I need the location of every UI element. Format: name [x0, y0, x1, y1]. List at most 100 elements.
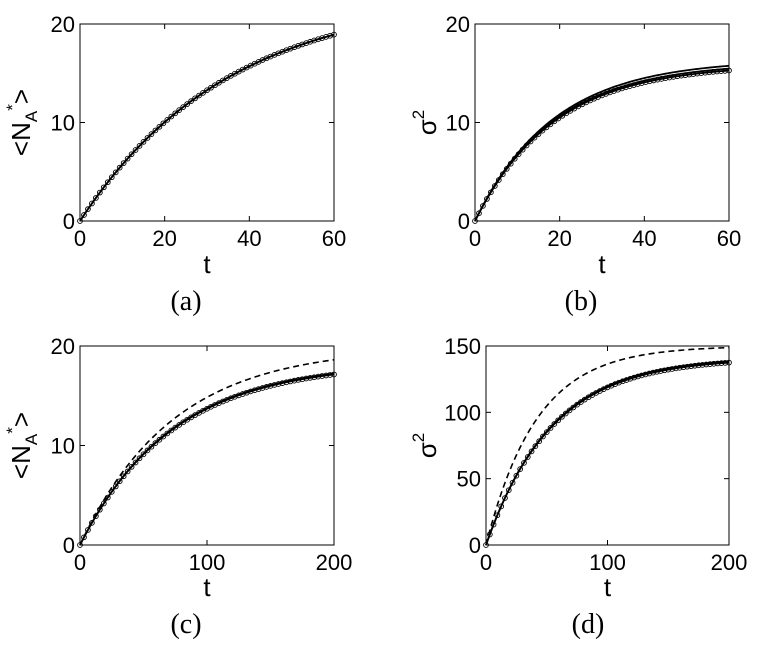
series-point: [521, 460, 527, 466]
series-point: [319, 373, 325, 379]
series-point: [176, 422, 183, 428]
series-point: [77, 542, 83, 548]
series-point: [140, 451, 147, 458]
series-point: [722, 67, 728, 74]
series-point: [192, 95, 198, 102]
series-point: [85, 206, 91, 213]
series-point: [691, 362, 698, 369]
series-point: [503, 165, 510, 172]
series-point: [480, 203, 486, 209]
x-tick-label: 20: [152, 226, 176, 251]
series-point: [120, 160, 127, 166]
series-point: [563, 110, 570, 117]
series-point: [267, 383, 274, 389]
series-point: [180, 419, 187, 426]
series-point: [96, 189, 103, 196]
series-point: [96, 506, 103, 513]
y-tick-label: 100: [444, 400, 481, 425]
x-tick-label: 60: [322, 226, 346, 251]
series-point: [180, 104, 187, 110]
x-tick-label: 40: [632, 226, 656, 251]
series-point: [100, 500, 107, 507]
y-tick-label: 0: [458, 209, 470, 234]
x-axis-label: t: [604, 572, 612, 602]
series-point: [81, 534, 87, 541]
series-point: [642, 79, 649, 85]
series-point: [327, 372, 333, 378]
series-point: [562, 410, 569, 417]
series-point: [108, 174, 115, 181]
y-label-base: <N: [6, 122, 36, 156]
series-point: [612, 381, 618, 387]
series-point: [547, 121, 554, 128]
series-point: [531, 134, 538, 141]
series-point: [714, 68, 720, 75]
x-tick-label: 40: [237, 226, 261, 251]
series-point: [488, 189, 494, 196]
series-point: [498, 503, 505, 510]
x-tick-label: 0: [480, 550, 492, 575]
y-tick-label: 20: [51, 12, 75, 37]
series-point: [618, 85, 625, 92]
y-axis-label: σ2: [409, 433, 442, 459]
series-point: [484, 196, 490, 202]
x-tick-label: 60: [717, 226, 741, 251]
series-point: [714, 360, 721, 367]
series-point: [650, 369, 656, 376]
series-point: [196, 92, 202, 99]
series-point: [511, 155, 518, 162]
series-point: [718, 360, 725, 366]
series-point: [188, 98, 194, 105]
y-tick-label: 50: [457, 467, 481, 492]
series-point: [540, 433, 546, 440]
x-tick-label: 20: [547, 226, 571, 251]
series-point: [311, 374, 318, 381]
series-point: [152, 440, 159, 447]
x-tick-label: 100: [189, 550, 226, 575]
y-tick-label: 10: [51, 434, 75, 459]
series-point: [279, 380, 286, 386]
series-point: [184, 101, 191, 107]
series-point: [184, 416, 191, 423]
series-point: [104, 494, 111, 501]
series-point: [315, 373, 321, 380]
x-axis-label: t: [203, 249, 211, 279]
y-label-subscript: A: [22, 433, 41, 445]
series-point: [535, 131, 542, 137]
series-point: [128, 151, 135, 158]
chart-panel-3: 0 100 200 0 50 100 150 t σ2 (d): [409, 334, 747, 640]
x-axis-label: t: [203, 572, 211, 602]
series-point: [251, 387, 258, 394]
series-point: [718, 68, 724, 75]
series-point: [680, 364, 687, 371]
series-point: [699, 362, 706, 368]
y-label-close: >: [6, 89, 36, 104]
series-point: [551, 421, 558, 427]
chart-panel-0: 0 20 40 60 0 10 20 t <NA*> (a): [3, 12, 346, 317]
series-point: [555, 115, 562, 122]
x-tick-label: 0: [74, 226, 86, 251]
series-point: [494, 512, 501, 519]
series-point: [108, 489, 115, 495]
series-point: [674, 73, 681, 80]
series-point: [631, 374, 637, 381]
series-line-1: [79, 33, 335, 222]
y-axis-label: <NA*>: [3, 412, 41, 479]
series-point: [303, 375, 310, 382]
series-point: [726, 359, 732, 366]
series-point: [559, 112, 566, 119]
series-point: [611, 88, 617, 94]
y-tick-label: 0: [63, 533, 75, 558]
series-point: [528, 448, 535, 455]
series-point: [152, 127, 159, 134]
series-point: [642, 371, 649, 378]
y-tick-label: 0: [469, 533, 481, 558]
panel-caption: (b): [565, 286, 598, 317]
series-point: [555, 417, 561, 424]
plot-frame: [474, 23, 730, 222]
series-point: [543, 429, 550, 435]
series-point: [698, 70, 705, 76]
x-tick-label: 200: [316, 550, 353, 575]
series-line-0: [474, 64, 730, 222]
series-point: [112, 169, 119, 176]
